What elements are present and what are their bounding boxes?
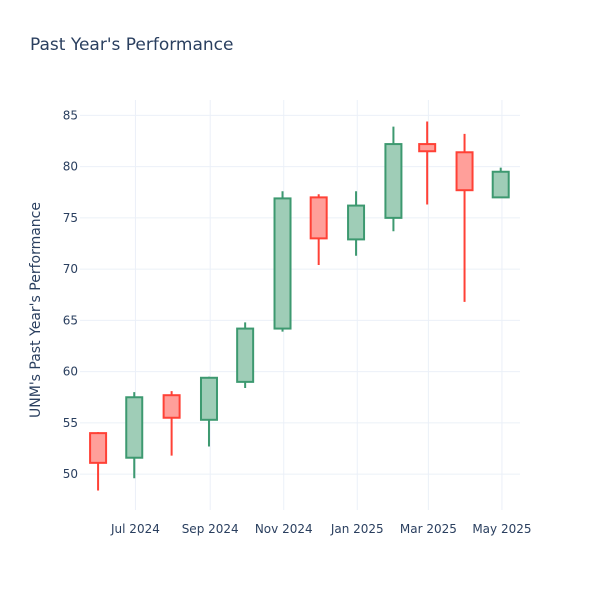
x-tick-label: Mar 2025: [400, 522, 457, 536]
x-tick-label: Sep 2024: [182, 522, 239, 536]
candle-body: [162, 394, 181, 419]
candle[interactable]: [491, 167, 510, 199]
y-tick-label: 65: [63, 313, 78, 327]
candle[interactable]: [418, 121, 437, 205]
candle[interactable]: [236, 322, 255, 389]
y-axis-label: UNM's Past Year's Performance: [28, 202, 44, 418]
candle-body: [125, 396, 144, 459]
candle-body: [491, 170, 510, 199]
candle[interactable]: [455, 133, 474, 302]
candle-body: [199, 376, 218, 421]
y-tick-label: 75: [63, 211, 78, 225]
candle-body: [89, 432, 108, 464]
grid-layer: [80, 100, 520, 510]
candle-body: [347, 204, 366, 241]
candle-body: [384, 143, 403, 219]
candle[interactable]: [199, 376, 218, 447]
candle-body: [309, 196, 328, 240]
candle[interactable]: [89, 432, 108, 491]
chart-title: Past Year's Performance: [30, 35, 234, 55]
x-tick-label: Jan 2025: [330, 522, 384, 536]
candle[interactable]: [309, 194, 328, 266]
x-tick-label: Nov 2024: [255, 522, 313, 536]
y-tick-label: 50: [63, 467, 78, 481]
x-axis-ticks: Jul 2024 Sep 2024 Nov 2024 Jan 2025 Mar 2025…: [110, 522, 531, 536]
candle[interactable]: [273, 191, 292, 332]
x-tick-label: Jul 2024: [110, 522, 160, 536]
y-axis-ticks: 50 55 60 65 70 75 80 85: [63, 108, 78, 481]
y-tick-label: 55: [63, 416, 78, 430]
x-tick-label: May 2025: [472, 522, 531, 536]
candle[interactable]: [162, 391, 181, 456]
candle[interactable]: [347, 191, 366, 256]
candle[interactable]: [125, 392, 144, 479]
y-tick-label: 70: [63, 262, 78, 276]
y-tick-label: 60: [63, 365, 78, 379]
candle-body: [455, 151, 474, 192]
candle-body: [273, 197, 292, 330]
candle-body: [236, 327, 255, 383]
candles-layer: [89, 121, 510, 491]
candle-body: [418, 143, 437, 153]
y-tick-label: 80: [63, 160, 78, 174]
y-tick-label: 85: [63, 108, 78, 122]
candle[interactable]: [384, 126, 403, 232]
